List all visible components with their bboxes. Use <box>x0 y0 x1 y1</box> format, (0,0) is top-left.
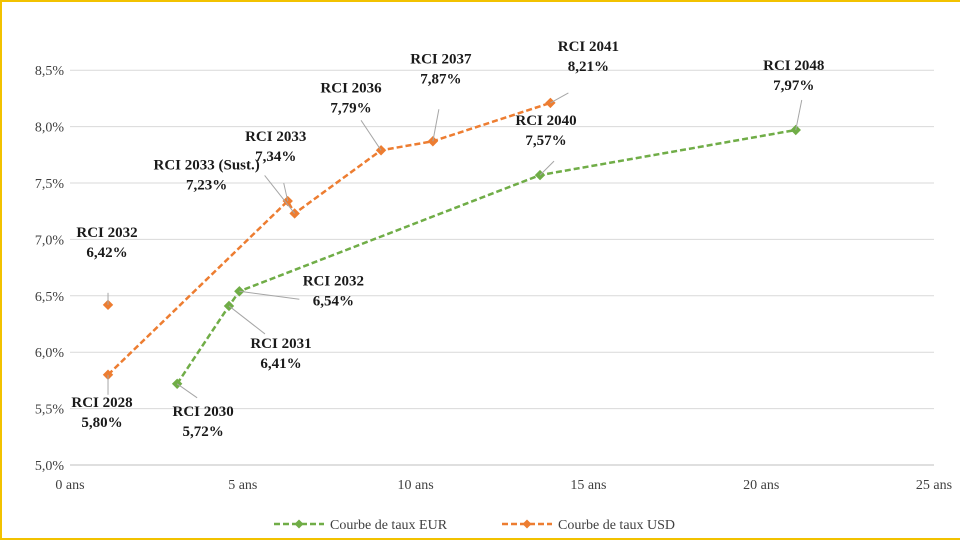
y-tick-label: 8,5% <box>35 64 65 79</box>
data-label-name: RCI 2040 <box>515 113 576 129</box>
data-label-name: RCI 2041 <box>558 39 619 55</box>
leader-line <box>239 290 300 300</box>
data-label-value: 7,97% <box>773 78 814 94</box>
leader-line <box>228 305 266 335</box>
data-label-name: RCI 2033 (Sust.) <box>154 157 260 173</box>
data-labels: RCI 2030 5,72% RCI 2031 6,41% RCI 2032 6,54% R… <box>71 39 824 440</box>
data-label-value: 6,54% <box>313 293 354 309</box>
y-tick-label: 5,5% <box>35 403 65 418</box>
leader-line <box>176 383 198 399</box>
series-line <box>107 101 551 376</box>
legend-label: Courbe de taux USD <box>558 518 675 533</box>
y-tick-label: 5,0% <box>35 459 65 474</box>
data-label-name: RCI 2036 <box>320 80 382 96</box>
x-tick-label: 5 ans <box>228 478 257 493</box>
legend-label: Courbe de taux EUR <box>330 518 448 533</box>
leader-line <box>550 92 569 104</box>
data-label-name: RCI 2037 <box>410 51 472 67</box>
x-tick-label: 0 ans <box>55 478 84 493</box>
data-label-value: 6,42% <box>86 245 127 261</box>
data-label-name: RCI 2031 <box>250 336 311 352</box>
leader-line <box>283 182 289 202</box>
y-tick-label: 7,0% <box>35 233 65 248</box>
data-label-value: 5,72% <box>183 424 224 440</box>
data-label-value: 7,79% <box>330 100 371 116</box>
data-label-name: RCI 2032 <box>76 225 137 241</box>
legend-marker <box>294 519 304 529</box>
data-label-value: 7,23% <box>186 177 227 193</box>
x-tick-label: 15 ans <box>570 478 606 493</box>
y-tick-label: 6,0% <box>35 346 65 361</box>
y-tick-label: 8,0% <box>35 121 65 136</box>
data-label-value: 7,57% <box>525 133 566 149</box>
data-label-name: RCI 2048 <box>763 58 824 74</box>
data-label-value: 6,41% <box>260 356 301 372</box>
data-label-value: 5,80% <box>81 415 122 431</box>
leader-line <box>360 120 382 151</box>
x-tick-label: 20 ans <box>743 478 779 493</box>
data-label-name: RCI 2028 <box>71 395 132 411</box>
legend-marker <box>522 519 532 529</box>
y-tick-label: 6,5% <box>35 290 65 305</box>
data-label-value: 7,34% <box>255 149 296 165</box>
axes: 5,0% 5,5% 6,0% 6,5% 7,0% 7,5% 8,0% 8,5% 0 ans 5 a… <box>35 64 952 493</box>
x-tick-label: 25 ans <box>916 478 952 493</box>
leader-line <box>264 175 296 214</box>
grid-lines <box>70 69 934 410</box>
data-label-name: RCI 2033 <box>245 129 306 145</box>
legend: Courbe de taux EUR Courbe de taux USD <box>274 518 675 533</box>
leader-line <box>539 160 555 176</box>
leader-line <box>432 109 440 142</box>
data-label-value: 7,87% <box>420 71 461 87</box>
series-layer <box>102 97 801 389</box>
y-tick-label: 7,5% <box>35 177 65 192</box>
x-tick-label: 10 ans <box>398 478 434 493</box>
data-label-name: RCI 2030 <box>173 404 234 420</box>
data-label-name: RCI 2032 <box>303 273 364 289</box>
data-label-value: 8,21% <box>568 59 609 75</box>
leader-line <box>795 99 803 131</box>
